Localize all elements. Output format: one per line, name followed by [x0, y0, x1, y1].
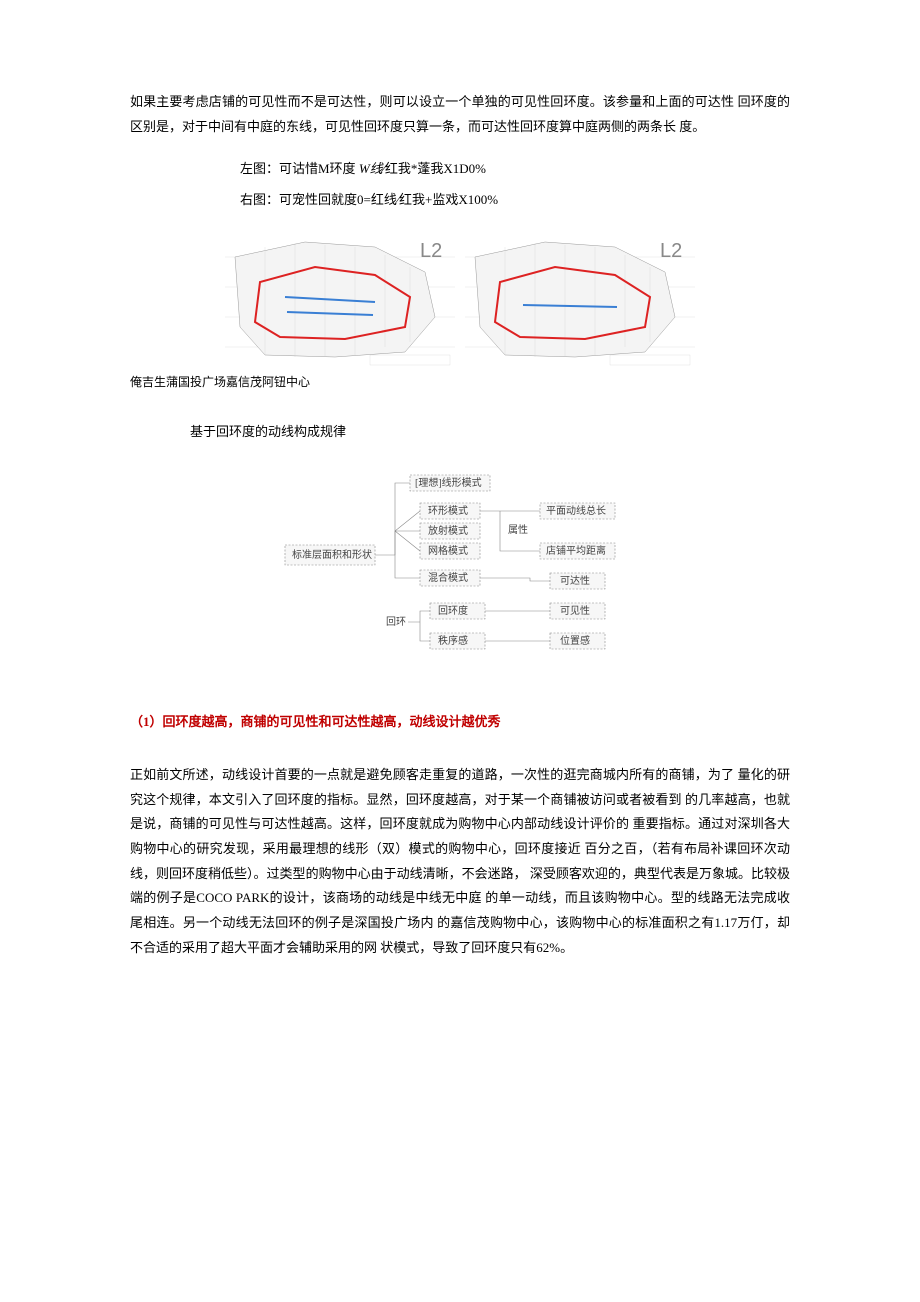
node-prop2: 可见性 [560, 604, 590, 617]
plan-label-left: L2 [420, 240, 442, 262]
node-rightmid: 店铺平均距离 [546, 544, 606, 557]
node-righttop: 平面动线总长 [546, 504, 606, 517]
node-top: [理想]线形模式 [415, 476, 482, 489]
node-prop1: 可达性 [560, 574, 590, 587]
plan-label-right: L2 [660, 240, 682, 262]
flowchart-wrap: 标准层面积和形状 [理想]线形模式 环形模式 放射模式 网格模式 混合模式 平面… [130, 470, 790, 670]
image-caption: 俺吉生蒲国投广场嘉信茂阿钮中心 [130, 371, 790, 394]
node-rightlbl: 属性 [508, 523, 528, 536]
flowchart: 标准层面积和形状 [理想]线形模式 环形模式 放射模式 网格模式 混合模式 平面… [280, 470, 640, 670]
red-heading: （1）回环度越高，商铺的可见性和可达性越高，动线设计越优秀 [130, 710, 790, 735]
floorplan-right: L2 [465, 227, 695, 367]
left-formula-w: W线 [359, 161, 383, 176]
node-root: 标准层面积和形状 [292, 548, 372, 561]
section-title: 基于回环度的动线构成规律 [190, 420, 790, 445]
node-mid2: 网格模式 [428, 544, 468, 557]
floorplan-row: L2 L2 [130, 227, 790, 367]
intro-paragraph: 如果主要考虑店铺的可见性而不是可达性，则可以设立一个单独的可见性回环度。该参量和… [130, 90, 790, 139]
node-mid0: 环形模式 [428, 504, 468, 517]
body-paragraph: 正如前文所述，动线设计首要的一点就是避免顾客走重复的道路，一次性的逛完商城内所有… [130, 763, 790, 961]
node-loop2: 秩序感 [438, 634, 468, 647]
left-formula-post: ∕红我*蓬我X1D0% [383, 161, 486, 176]
right-formula: 右图：可宠性回就度0=红线∕红我+监戏X100% [240, 188, 790, 213]
left-formula: 左图：可诂惜M环度 W线∕红我*蓬我X1D0% [240, 157, 790, 182]
formula-block: 左图：可诂惜M环度 W线∕红我*蓬我X1D0% 右图：可宠性回就度0=红线∕红我… [240, 157, 790, 212]
node-bottom: 混合模式 [428, 571, 468, 584]
node-prop3: 位置感 [560, 634, 590, 647]
floorplan-left: L2 [225, 227, 455, 367]
node-loop1: 回环度 [438, 604, 468, 617]
node-mid1: 放射模式 [428, 524, 468, 537]
node-loopgrp: 回环 [386, 616, 406, 628]
left-formula-pre: 左图：可诂惜M环度 [240, 161, 359, 176]
